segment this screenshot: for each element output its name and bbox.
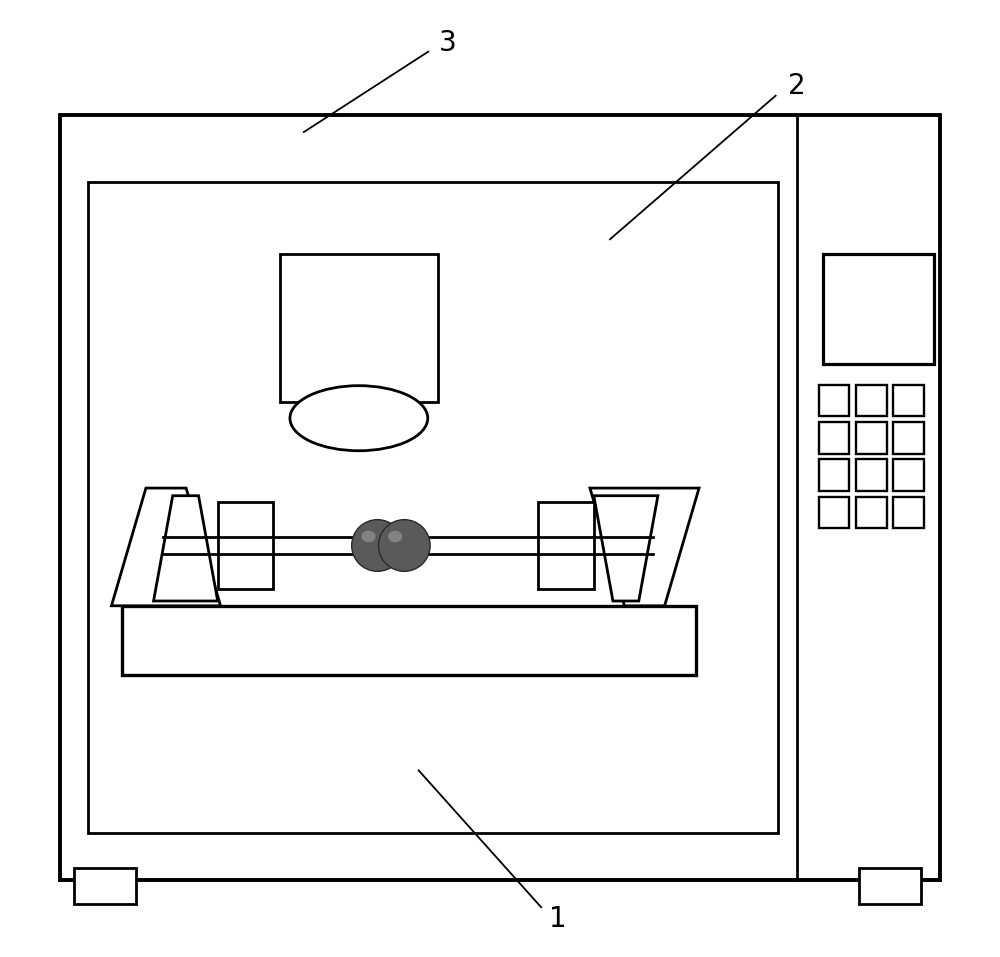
Polygon shape xyxy=(154,496,218,601)
Ellipse shape xyxy=(378,520,430,571)
Bar xyxy=(893,459,924,491)
Bar xyxy=(823,254,934,364)
Bar xyxy=(122,606,696,675)
Bar xyxy=(893,497,924,528)
Bar xyxy=(856,459,887,491)
Ellipse shape xyxy=(361,530,376,543)
Bar xyxy=(538,502,594,589)
Bar xyxy=(893,385,924,416)
Bar xyxy=(819,385,849,416)
Polygon shape xyxy=(590,488,699,606)
Bar xyxy=(859,868,921,904)
Bar xyxy=(856,422,887,454)
Bar xyxy=(88,182,778,833)
Bar xyxy=(856,497,887,528)
Ellipse shape xyxy=(290,386,428,451)
Bar xyxy=(819,497,849,528)
Polygon shape xyxy=(594,496,658,601)
Bar xyxy=(819,422,849,454)
Ellipse shape xyxy=(352,520,403,571)
Bar xyxy=(74,868,136,904)
Ellipse shape xyxy=(388,530,402,543)
Bar xyxy=(280,254,438,402)
Bar xyxy=(893,422,924,454)
Bar xyxy=(218,502,273,589)
Bar xyxy=(60,115,940,880)
Text: 2: 2 xyxy=(788,72,805,100)
Text: 1: 1 xyxy=(549,904,566,933)
Bar xyxy=(856,385,887,416)
Polygon shape xyxy=(111,488,221,606)
Bar xyxy=(819,459,849,491)
Text: 3: 3 xyxy=(438,29,456,57)
